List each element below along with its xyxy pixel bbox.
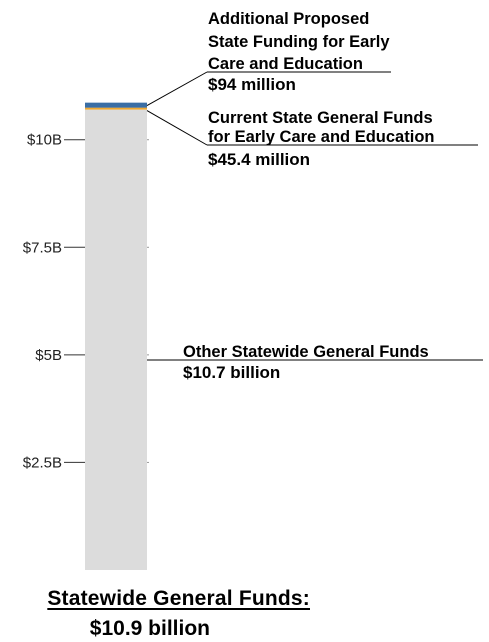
bar-segment-3 [85,102,147,108]
callout-leaders [146,71,483,361]
y-tick-label-3: $7.5B [23,239,62,256]
callout-additional-line-1: Additional Proposed [208,10,369,28]
y-tick-label-1: $2.5B [23,454,62,471]
callout-additional-value: $94 million [208,75,296,94]
callout-current-line-2: for Early Care and Education [208,128,434,146]
y-tick-label-4: $10B [27,132,62,149]
total-label: Statewide General Funds: [47,587,310,610]
leader-current [146,110,208,146]
callout-current: Current State General Funds for Early Ca… [208,109,434,169]
bar-segment-2 [85,107,147,110]
bar-stack [85,102,147,571]
callout-current-value: $45.4 million [208,150,310,169]
callout-other-value: $10.7 billion [183,363,280,382]
callout-other: Other Statewide General Funds $10.7 bill… [183,343,429,382]
callout-other-line-1: Other Statewide General Funds [183,343,429,361]
callout-additional-line-2: State Funding for Early [208,33,390,51]
y-tick-label-2: $5B [35,347,62,364]
callout-additional: Additional Proposed State Funding for Ea… [208,10,390,94]
callout-additional-line-3: Care and Education [208,55,363,73]
callout-current-line-1: Current State General Funds [208,109,433,127]
leader-additional [146,71,208,107]
bar-segment-1 [85,109,147,571]
total-value: $10.9 billion [89,617,210,640]
